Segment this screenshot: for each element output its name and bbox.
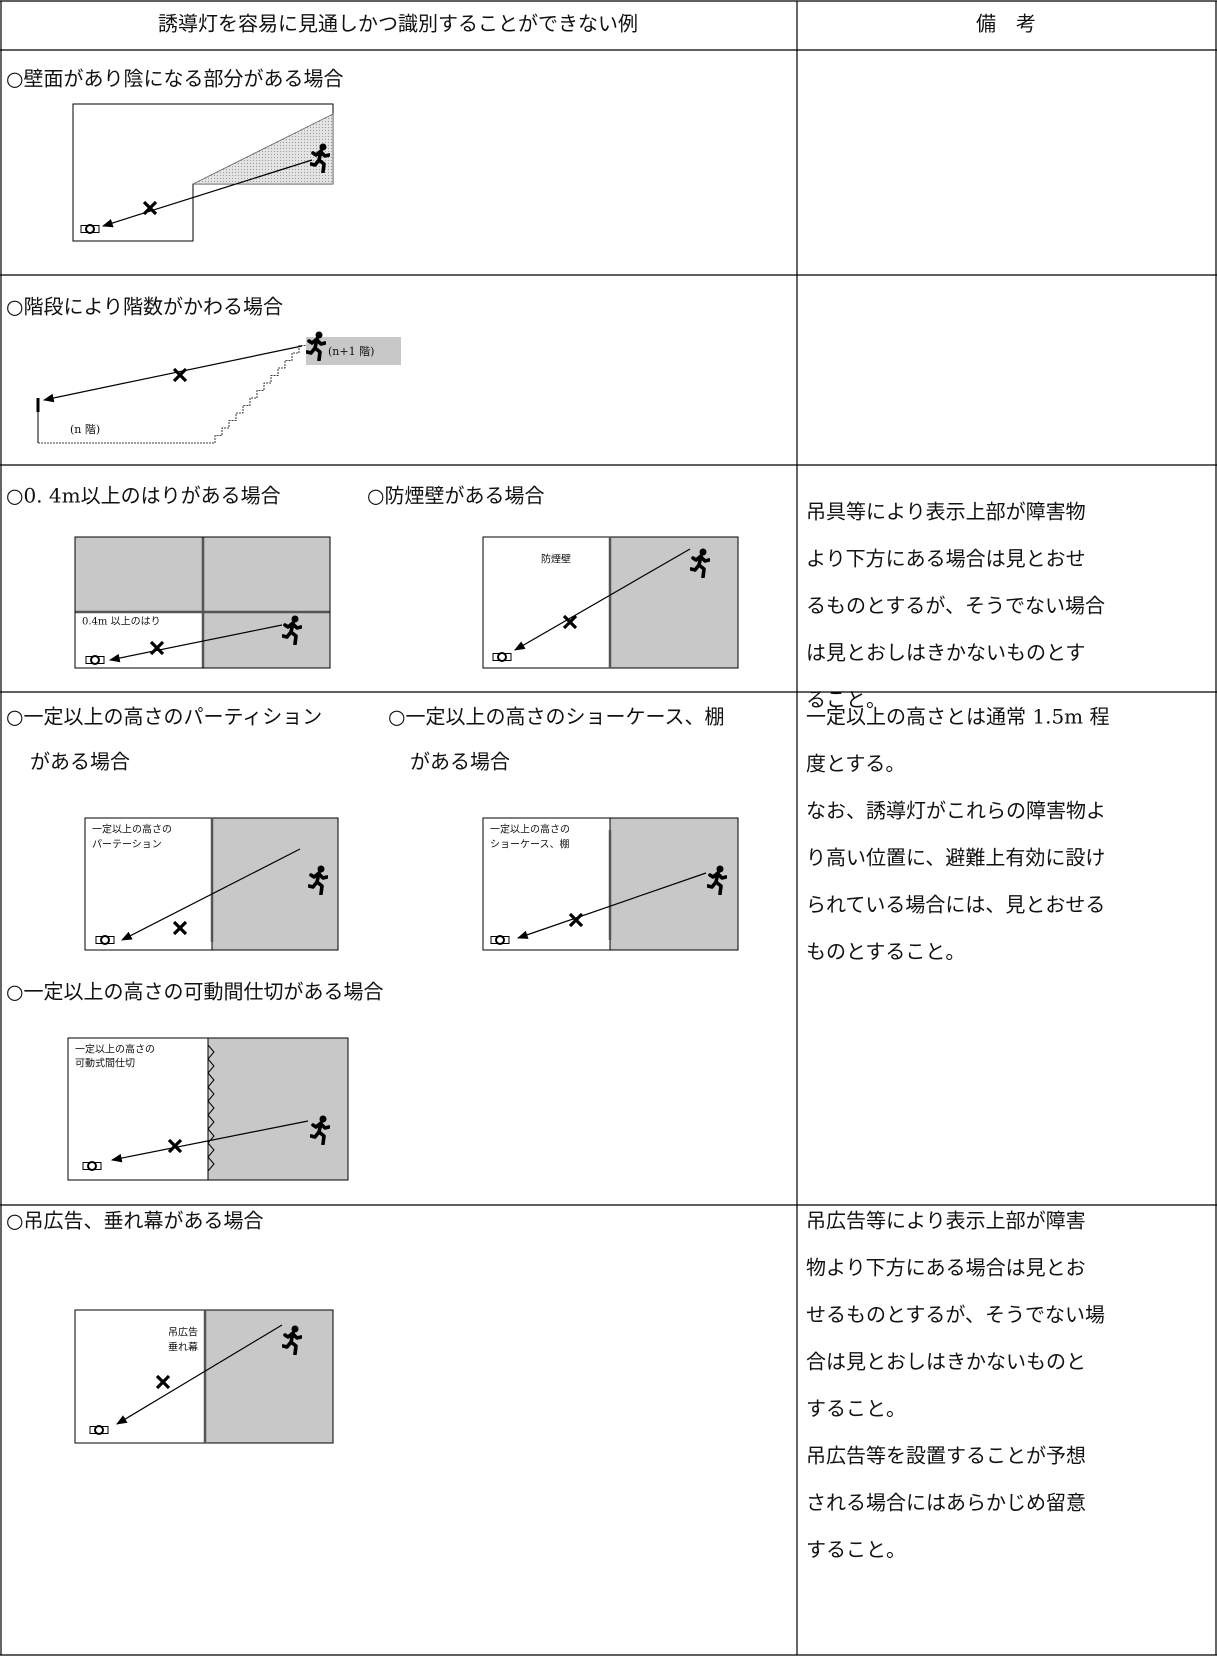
diagram-label: 可動式間仕切 [75, 1057, 135, 1070]
remark-line: られている場合には、見とおせる [806, 893, 1105, 917]
remark-line: ものとすること。 [806, 940, 965, 964]
diagram-label: 0.4m 以上のはり [82, 616, 161, 628]
remark-line: 吊広告等により表示上部が障害 [806, 1209, 1086, 1233]
remark-line: ること。 [806, 688, 886, 712]
upper-floor [306, 337, 401, 365]
remark-line: すること。 [806, 1538, 906, 1562]
diagram-label: 一定以上の高さの [490, 823, 570, 836]
remark-line: 一定以上の高さとは通常 1.5m 程 [806, 705, 1110, 729]
diagram-label: 防煙壁 [541, 553, 571, 566]
remark-line: は見とおしはきかないものとす [806, 641, 1085, 665]
obstructed-area [609, 536, 739, 669]
diagram-label: (n+1 階) [328, 345, 374, 358]
obstructed-area [204, 1309, 334, 1444]
exit-light [85, 224, 95, 234]
sight-line [108, 624, 283, 663]
blocked-mark [568, 912, 584, 928]
row-heading: ○一定以上の高さのパーティション [6, 705, 322, 729]
obstructed-area [203, 612, 330, 668]
remark-line: るものとするが、そうでない場合 [806, 594, 1105, 618]
row-heading: がある場合 [410, 750, 510, 774]
row-heading: ○一定以上の高さの可動間仕切がある場合 [6, 980, 383, 1004]
blocked-mark [562, 614, 578, 630]
row-heading: ○階段により階数がかわる場合 [6, 295, 283, 319]
movable-partition [207, 1044, 215, 1172]
remark-line: せるものとするが、そうでない場 [806, 1303, 1105, 1327]
diagram-label: パーテーション [92, 839, 162, 851]
sight-line [116, 1324, 283, 1425]
column-header: 誘導灯を容易に見通しかつ識別することができない例 [158, 12, 638, 36]
remark-line: より下方にある場合は見とおせ [806, 547, 1086, 571]
remark-line: 吊具等により表示上部が障害物 [806, 500, 1086, 524]
blocked-mark [172, 920, 188, 936]
blocked-mark [149, 640, 165, 656]
remark-line: 物より下方にある場合は見とお [806, 1256, 1086, 1280]
sight-line [121, 848, 301, 941]
row-heading: ○吊広告、垂れ幕がある場合 [6, 1209, 263, 1233]
shadow-area [192, 113, 334, 185]
diagram-label: 一定以上の高さの [92, 823, 172, 836]
remark-line: 度とする。 [806, 752, 905, 776]
blocked-mark [172, 367, 188, 383]
column-header: 備 考 [976, 12, 1036, 36]
blocked-mark [155, 1374, 171, 1390]
exit-light [495, 935, 505, 945]
remark-line: 合は見とおしはきかないものと [806, 1350, 1086, 1374]
diagram-label: 垂れ幕 [168, 1341, 198, 1354]
blocked-mark [167, 1138, 183, 1154]
stairs [38, 345, 306, 444]
row-heading: ○防煙壁がある場合 [367, 484, 544, 508]
remark-line: すること。 [806, 1397, 906, 1421]
exit-light [90, 655, 100, 665]
sight-line [516, 872, 707, 939]
sight-line [110, 1120, 309, 1163]
blocked-mark [142, 200, 158, 216]
exit-light [100, 935, 110, 945]
exit-light [497, 652, 507, 662]
remark-line: 吊広告等を設置することが予想 [806, 1444, 1086, 1468]
row-heading: ○一定以上の高さのショーケース、棚 [388, 705, 724, 729]
obstructed-area [207, 1037, 349, 1181]
sight-line [514, 548, 691, 651]
diagram-label: ショーケース、棚 [490, 838, 570, 851]
remark-line: なお、誘導灯がこれらの障害物よ [806, 799, 1106, 823]
remark-line: される場合にはあらかじめ留意 [806, 1491, 1086, 1515]
room-outline [74, 536, 331, 669]
diagram-label: (n 階) [70, 423, 100, 436]
diagram-label: 吊広告 [168, 1326, 198, 1339]
diagram-label: 一定以上の高さの [75, 1043, 155, 1056]
sight-line [101, 159, 313, 228]
remark-line: り高い位置に、避難上有効に設け [806, 846, 1105, 870]
exit-light [94, 1425, 104, 1435]
row-heading: ○0. 4m以上のはりがある場合 [6, 484, 281, 508]
row-heading: がある場合 [30, 750, 130, 774]
row-heading: ○壁面があり陰になる部分がある場合 [6, 67, 343, 91]
exit-light [87, 1161, 97, 1171]
sight-line [42, 345, 303, 403]
